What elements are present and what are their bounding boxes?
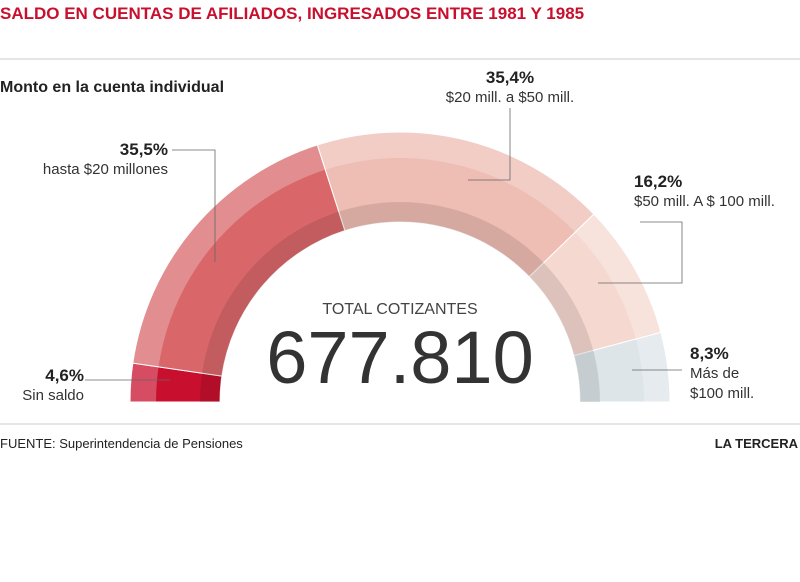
category-label: $50 mill. A $ 100 mill. [634, 193, 775, 210]
segment-label: 4,6% Sin saldo [22, 366, 84, 406]
leader [468, 108, 511, 181]
value-label: 35,4% [485, 68, 535, 87]
segment-label: 35,5% hasta $20 millones [43, 140, 168, 180]
brand: LA TERCERA [715, 436, 799, 451]
inner-shade [200, 202, 600, 402]
category-label: Sin saldo [22, 387, 84, 404]
chart-title: SALDO EN CUENTAS DE AFILIADOS, INGRESADO… [0, 4, 584, 23]
value-label: 4,6% [45, 366, 84, 385]
segment-label: 35,4% $20 mill. a $50 mill. [380, 68, 640, 108]
segment-label: 16,2% $50 mill. A $ 100 mill. [634, 172, 775, 212]
segments [129, 131, 671, 403]
leaders [85, 108, 683, 381]
center-label: TOTAL COTIZANTES [322, 301, 477, 318]
category-label: hasta $20 millones [42, 161, 168, 178]
segment [573, 331, 671, 403]
leader [172, 149, 216, 262]
center-value: 677.810 [266, 316, 534, 399]
category-label: Más de $100 mill. [690, 365, 755, 402]
subtitle: Monto en la cuenta individual [0, 79, 224, 96]
segment-label: 8,3% Más de $100 mill. [690, 344, 775, 404]
value-label: 35,5% [119, 140, 168, 159]
value-label: 16,2% [634, 172, 683, 191]
value-label: 8,3% [690, 344, 729, 363]
category-label: $20 mill. a $50 mill. [445, 89, 575, 106]
source: FUENTE: Superintendencia de Pensiones [0, 436, 243, 451]
leader [598, 221, 683, 284]
